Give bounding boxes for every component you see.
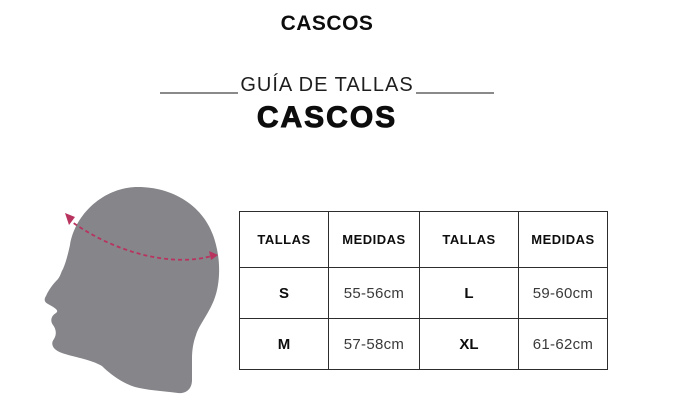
measure-cell: 61-62cm bbox=[518, 318, 608, 370]
divider-line-left bbox=[160, 92, 239, 94]
table-row: M 57-58cm XL 61-62cm bbox=[239, 318, 608, 370]
size-cell: M bbox=[239, 318, 329, 370]
size-table-header-cell: TALLAS bbox=[419, 211, 519, 268]
head-profile-figure bbox=[44, 187, 220, 394]
size-cell: S bbox=[239, 267, 329, 319]
measure-cell: 55-56cm bbox=[328, 267, 420, 319]
measure-arrow-left-icon bbox=[65, 213, 75, 225]
measure-cell: 59-60cm bbox=[518, 267, 608, 319]
table-row: S 55-56cm L 59-60cm bbox=[239, 267, 608, 319]
size-cell: L bbox=[419, 267, 519, 319]
size-table: TALLAS MEDIDAS TALLAS MEDIDAS S 55-56cm … bbox=[239, 211, 608, 370]
page-title: CASCOS bbox=[280, 12, 374, 35]
size-guide-product-title: CASCOS bbox=[256, 101, 398, 135]
size-guide-heading: GUÍA DE TALLAS bbox=[240, 74, 414, 96]
size-table-header-cell: TALLAS bbox=[239, 211, 329, 268]
size-table-header-row: TALLAS MEDIDAS TALLAS MEDIDAS bbox=[239, 211, 608, 268]
head-silhouette bbox=[44, 187, 220, 394]
divider-line-right bbox=[415, 92, 494, 94]
size-table-header-cell: MEDIDAS bbox=[518, 211, 608, 268]
size-cell: XL bbox=[419, 318, 519, 370]
measure-cell: 57-58cm bbox=[328, 318, 420, 370]
measure-line bbox=[67, 218, 216, 261]
size-table-header-cell: MEDIDAS bbox=[328, 211, 420, 268]
measure-arrow-right-icon bbox=[209, 251, 218, 260]
size-guide-header: GUÍA DE TALLAS bbox=[0, 74, 654, 97]
